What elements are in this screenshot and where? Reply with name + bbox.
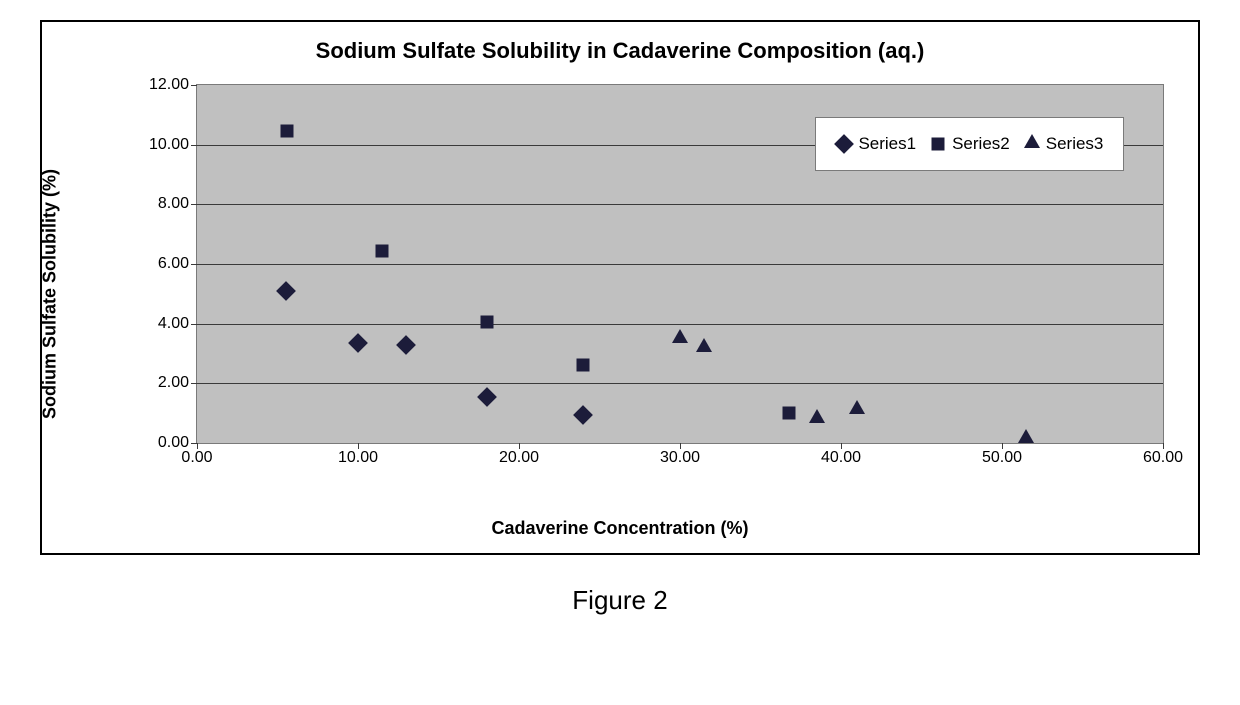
data-point xyxy=(477,387,497,407)
ytick-mark xyxy=(191,264,197,265)
data-point xyxy=(376,244,389,257)
legend-label: Series2 xyxy=(952,134,1010,154)
data-point xyxy=(672,329,688,343)
data-point xyxy=(573,405,593,425)
gridline-h xyxy=(197,264,1163,265)
data-point xyxy=(809,409,825,423)
chart-wrap: Sodium Sulfate Solubility (%) 0.002.004.… xyxy=(56,74,1184,514)
legend-item: Series1 xyxy=(836,134,916,154)
legend-label: Series1 xyxy=(858,134,916,154)
data-point xyxy=(1018,429,1034,443)
ytick-label: 10.00 xyxy=(149,136,189,154)
ytick-label: 12.00 xyxy=(149,76,189,94)
xtick-label: 0.00 xyxy=(181,449,212,467)
figure-caption: Figure 2 xyxy=(20,585,1220,616)
y-axis-label: Sodium Sulfate Solubility (%) xyxy=(40,169,61,419)
data-point xyxy=(480,316,493,329)
xtick-label: 10.00 xyxy=(338,449,378,467)
ytick-mark xyxy=(191,85,197,86)
gridline-h xyxy=(197,324,1163,325)
ytick-mark xyxy=(191,383,197,384)
chart-frame: Sodium Sulfate Solubility in Cadaverine … xyxy=(40,20,1200,555)
data-point xyxy=(696,338,712,352)
square-icon xyxy=(930,136,946,152)
data-point xyxy=(396,335,416,355)
legend: Series1 Series2 Series3 xyxy=(815,117,1124,171)
xtick-label: 50.00 xyxy=(982,449,1022,467)
xtick-label: 30.00 xyxy=(660,449,700,467)
diamond-icon xyxy=(836,136,852,152)
legend-label: Series3 xyxy=(1046,134,1104,154)
chart-title: Sodium Sulfate Solubility in Cadaverine … xyxy=(56,38,1184,64)
data-point xyxy=(577,359,590,372)
xtick-label: 20.00 xyxy=(499,449,539,467)
plot-container: 0.002.004.006.008.0010.0012.000.0010.002… xyxy=(126,74,1174,474)
ytick-mark xyxy=(191,324,197,325)
gridline-h xyxy=(197,204,1163,205)
data-point xyxy=(348,333,368,353)
gridline-h xyxy=(197,383,1163,384)
ytick-mark xyxy=(191,204,197,205)
ytick-mark xyxy=(191,145,197,146)
data-point xyxy=(849,400,865,414)
ytick-label: 8.00 xyxy=(158,195,189,213)
legend-item: Series2 xyxy=(930,134,1010,154)
ytick-label: 4.00 xyxy=(158,315,189,333)
ytick-label: 6.00 xyxy=(158,255,189,273)
plot-area: 0.002.004.006.008.0010.0012.000.0010.002… xyxy=(196,84,1164,444)
data-point xyxy=(783,407,796,420)
ytick-label: 2.00 xyxy=(158,374,189,392)
xtick-label: 60.00 xyxy=(1143,449,1183,467)
x-axis-label: Cadaverine Concentration (%) xyxy=(56,518,1184,539)
triangle-icon xyxy=(1024,136,1040,152)
xtick-label: 40.00 xyxy=(821,449,861,467)
data-point xyxy=(281,125,294,138)
legend-item: Series3 xyxy=(1024,134,1104,154)
data-point xyxy=(276,281,296,301)
